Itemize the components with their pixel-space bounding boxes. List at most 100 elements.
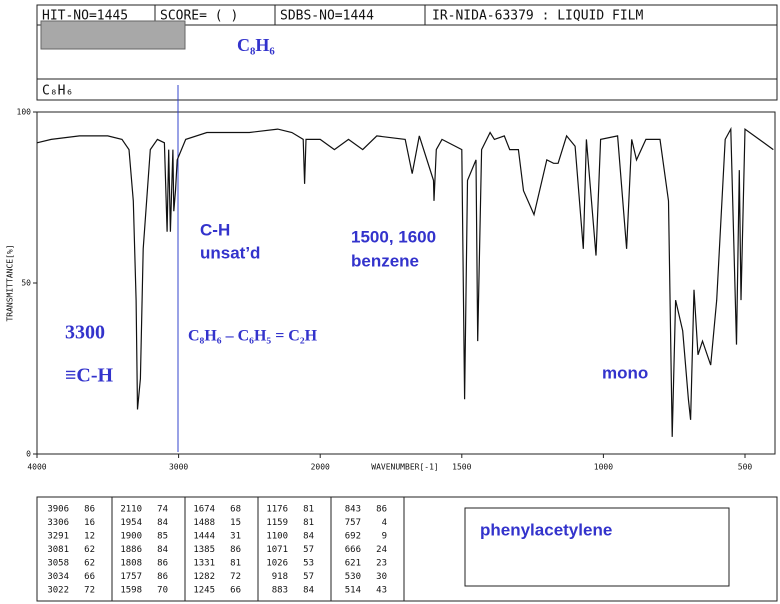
peak-transmittance: 16 bbox=[84, 518, 95, 528]
peak-wavenumber: 1954 bbox=[120, 518, 142, 528]
peak-transmittance: 66 bbox=[84, 572, 95, 582]
annotation: ≡C-H bbox=[65, 365, 114, 387]
x-tick-label: 3000 bbox=[169, 463, 188, 472]
peak-wavenumber: 1176 bbox=[266, 505, 288, 515]
y-tick-label: 100 bbox=[17, 108, 32, 117]
peak-transmittance: 86 bbox=[376, 505, 387, 515]
peak-transmittance: 86 bbox=[157, 559, 168, 569]
formula-small: C₈H₆ bbox=[42, 84, 73, 99]
peak-wavenumber: 514 bbox=[345, 586, 361, 596]
peak-wavenumber: 918 bbox=[272, 572, 288, 582]
peak-wavenumber: 1026 bbox=[266, 559, 288, 569]
annotation: C-H bbox=[200, 220, 230, 239]
spectrum-line bbox=[36, 126, 774, 437]
compound-name: phenylacetylene bbox=[480, 520, 612, 539]
peak-transmittance: 86 bbox=[84, 505, 95, 515]
peak-wavenumber: 666 bbox=[345, 545, 361, 555]
x-tick-label: 500 bbox=[738, 463, 753, 472]
peak-transmittance: 31 bbox=[230, 532, 241, 542]
peak-transmittance: 84 bbox=[157, 545, 168, 555]
peak-wavenumber: 1900 bbox=[120, 532, 142, 542]
peak-wavenumber: 3081 bbox=[47, 545, 69, 555]
peak-wavenumber: 3291 bbox=[47, 532, 69, 542]
peak-transmittance: 57 bbox=[303, 572, 314, 582]
peak-transmittance: 74 bbox=[157, 505, 168, 515]
x-tick-label: 1500 bbox=[452, 463, 471, 472]
peak-transmittance: 70 bbox=[157, 586, 168, 596]
peak-wavenumber: 1598 bbox=[120, 586, 142, 596]
peak-wavenumber: 692 bbox=[345, 532, 361, 542]
annotation: mono bbox=[602, 363, 648, 382]
peak-transmittance: 86 bbox=[230, 545, 241, 555]
peak-wavenumber: 1282 bbox=[193, 572, 215, 582]
peak-transmittance: 53 bbox=[303, 559, 314, 569]
peak-transmittance: 12 bbox=[84, 532, 95, 542]
peak-wavenumber: 1444 bbox=[193, 532, 215, 542]
peak-transmittance: 4 bbox=[382, 518, 387, 528]
formula: C₈H₆ bbox=[237, 35, 275, 55]
peak-wavenumber: 843 bbox=[345, 505, 361, 515]
y-tick-label: 0 bbox=[26, 450, 31, 459]
peak-wavenumber: 3058 bbox=[47, 559, 69, 569]
peak-transmittance: 72 bbox=[230, 572, 241, 582]
header-box bbox=[36, 4, 778, 101]
peak-transmittance: 66 bbox=[230, 586, 241, 596]
sdbs-no: SDBS-NO=1444 bbox=[280, 9, 374, 24]
peak-transmittance: 81 bbox=[303, 518, 314, 528]
peak-wavenumber: 757 bbox=[345, 518, 361, 528]
peak-wavenumber: 1488 bbox=[193, 518, 215, 528]
peak-wavenumber: 883 bbox=[272, 586, 288, 596]
hit-no: HIT-NO=1445 bbox=[42, 9, 128, 24]
plot-frame bbox=[36, 111, 776, 455]
peak-wavenumber: 2110 bbox=[120, 505, 142, 515]
x-axis-label: WAVENUMBER[-1] bbox=[371, 463, 438, 472]
peak-wavenumber: 1245 bbox=[193, 586, 215, 596]
peak-wavenumber: 3034 bbox=[47, 572, 69, 582]
peak-transmittance: 84 bbox=[303, 532, 314, 542]
peak-transmittance: 72 bbox=[84, 586, 95, 596]
peak-transmittance: 23 bbox=[376, 559, 387, 569]
redacted-box bbox=[40, 20, 186, 50]
peak-transmittance: 62 bbox=[84, 545, 95, 555]
x-tick-label: 1000 bbox=[594, 463, 613, 472]
peak-wavenumber: 1886 bbox=[120, 545, 142, 555]
peak-transmittance: 68 bbox=[230, 505, 241, 515]
compound-box bbox=[464, 507, 730, 587]
peak-transmittance: 24 bbox=[376, 545, 387, 555]
peak-wavenumber: 1674 bbox=[193, 505, 215, 515]
peak-transmittance: 84 bbox=[303, 586, 314, 596]
peak-wavenumber: 1100 bbox=[266, 532, 288, 542]
peak-transmittance: 62 bbox=[84, 559, 95, 569]
y-axis-label: TRANSMITTANCE[%] bbox=[6, 244, 15, 321]
peak-transmittance: 30 bbox=[376, 572, 387, 582]
peak-wavenumber: 1331 bbox=[193, 559, 215, 569]
method: IR-NIDA-63379 : LIQUID FILM bbox=[432, 9, 643, 24]
y-tick-label: 50 bbox=[21, 279, 31, 288]
peak-transmittance: 84 bbox=[157, 518, 168, 528]
peak-wavenumber: 3022 bbox=[47, 586, 69, 596]
peak-wavenumber: 621 bbox=[345, 559, 361, 569]
peak-wavenumber: 3306 bbox=[47, 518, 69, 528]
annotation: unsat’d bbox=[200, 243, 260, 262]
peak-transmittance: 86 bbox=[157, 572, 168, 582]
peak-transmittance: 57 bbox=[303, 545, 314, 555]
x-tick-label: 4000 bbox=[27, 463, 46, 472]
peak-wavenumber: 530 bbox=[345, 572, 361, 582]
peak-transmittance: 81 bbox=[303, 505, 314, 515]
score: SCORE= ( ) bbox=[160, 9, 238, 24]
peak-transmittance: 81 bbox=[230, 559, 241, 569]
peak-wavenumber: 1071 bbox=[266, 545, 288, 555]
peak-wavenumber: 1808 bbox=[120, 559, 142, 569]
annotation: 3300 bbox=[65, 322, 105, 344]
annotation: 1500, 1600 bbox=[351, 227, 436, 246]
annotation: C₈H₆ – C₆H₅ = C₂H bbox=[188, 328, 318, 345]
annotation: benzene bbox=[351, 251, 419, 270]
peak-transmittance: 43 bbox=[376, 586, 387, 596]
peak-wavenumber: 1757 bbox=[120, 572, 142, 582]
peak-wavenumber: 1159 bbox=[266, 518, 288, 528]
peak-wavenumber: 3906 bbox=[47, 505, 69, 515]
peak-transmittance: 85 bbox=[157, 532, 168, 542]
x-tick-label: 2000 bbox=[311, 463, 330, 472]
peak-transmittance: 15 bbox=[230, 518, 241, 528]
